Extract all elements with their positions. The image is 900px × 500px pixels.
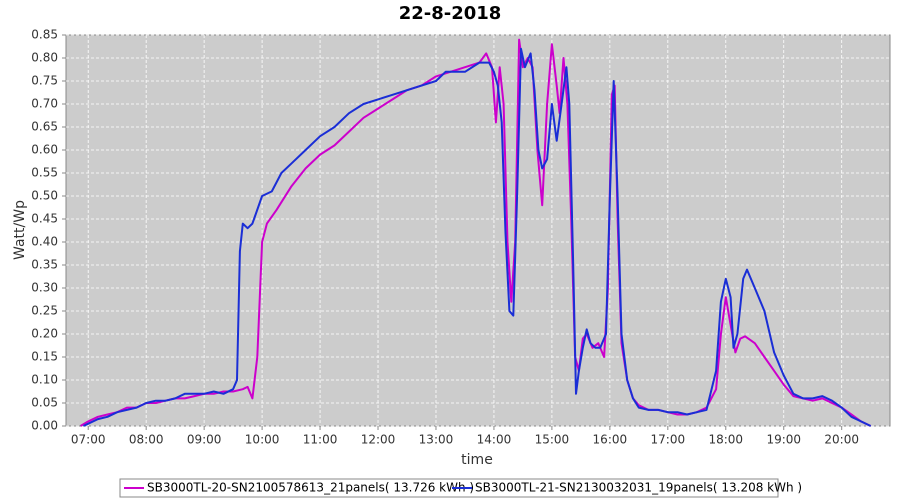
x-tick-label: 19:00 bbox=[766, 433, 801, 447]
y-axis-title: Watt/Wp bbox=[12, 200, 28, 260]
x-tick-label: 08:00 bbox=[129, 433, 164, 447]
y-tick-label: 0.20 bbox=[31, 327, 58, 341]
y-tick-label: 0.05 bbox=[31, 396, 58, 410]
y-tick-label: 0.00 bbox=[31, 419, 58, 433]
x-tick-label: 10:00 bbox=[245, 433, 280, 447]
chart-title: 22-8-2018 bbox=[399, 3, 502, 24]
x-tick-label: 12:00 bbox=[361, 433, 396, 447]
y-tick-label: 0.15 bbox=[31, 350, 58, 364]
y-tick-label: 0.10 bbox=[31, 373, 58, 387]
x-tick-label: 15:00 bbox=[535, 433, 570, 447]
y-tick-label: 0.80 bbox=[31, 51, 58, 65]
y-tick-label: 0.85 bbox=[31, 28, 58, 42]
y-tick-label: 0.45 bbox=[31, 212, 58, 226]
legend bbox=[119, 478, 779, 498]
y-tick-label: 0.70 bbox=[31, 97, 58, 111]
x-tick-label: 18:00 bbox=[708, 433, 743, 447]
y-tick-label: 0.40 bbox=[31, 235, 58, 249]
x-tick-label: 07:00 bbox=[71, 433, 106, 447]
series-line bbox=[82, 47, 872, 427]
x-tick-label: 09:00 bbox=[187, 433, 222, 447]
x-tick-label: 11:00 bbox=[303, 433, 338, 447]
plot-area bbox=[65, 34, 891, 427]
x-tick-label: 14:00 bbox=[477, 433, 512, 447]
x-axis-title: time bbox=[461, 452, 493, 468]
x-tick-label: 17:00 bbox=[651, 433, 686, 447]
y-tick-label: 0.75 bbox=[31, 74, 58, 88]
legend-label: SB3000TL-21-SN2130032031_19panels( 13.20… bbox=[475, 481, 802, 495]
y-tick-label: 0.50 bbox=[31, 189, 58, 203]
y-tick-label: 0.55 bbox=[31, 166, 58, 180]
y-tick-label: 0.35 bbox=[31, 258, 58, 272]
y-tick-label: 0.60 bbox=[31, 143, 58, 157]
y-tick-label: 0.25 bbox=[31, 304, 58, 318]
x-tick-label: 13:00 bbox=[419, 433, 454, 447]
y-tick-label: 0.65 bbox=[31, 120, 58, 134]
x-tick-label: 16:00 bbox=[593, 433, 628, 447]
y-tick-label: 0.30 bbox=[31, 281, 58, 295]
x-tick-label: 20:00 bbox=[824, 433, 859, 447]
legend-label: SB3000TL-20-SN2100578613_21panels( 13.72… bbox=[147, 481, 474, 495]
